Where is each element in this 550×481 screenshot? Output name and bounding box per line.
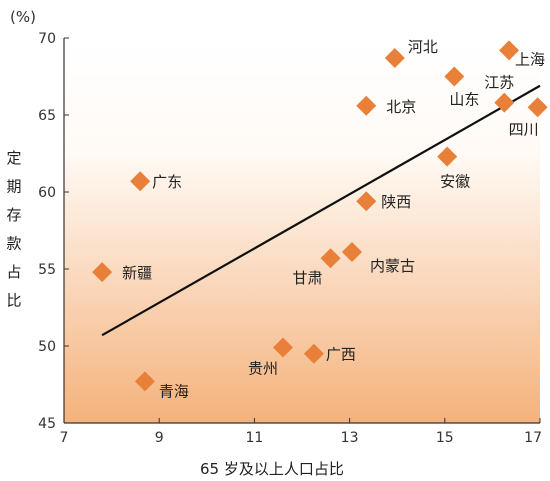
data-point-label: 江苏 [484,74,514,92]
data-point [494,92,515,113]
y-tick-label: 70 [38,31,56,47]
data-point-label: 陕西 [381,193,411,211]
y-tick-label: 65 [38,108,56,124]
data-point [92,262,113,283]
x-tick-label: 11 [245,430,263,446]
data-point [303,343,324,364]
y-tick-label: 50 [38,339,56,355]
data-point [437,146,458,167]
data-point [134,371,155,392]
data-point-label: 内蒙古 [370,257,415,275]
data-point [384,48,405,69]
data-point-label: 上海 [515,50,545,68]
data-point [341,242,362,263]
data-point [527,97,548,118]
x-tick-label: 9 [155,430,164,446]
data-point [499,40,520,61]
data-point-label: 安徽 [440,173,470,191]
data-point-label: 青海 [159,382,189,400]
data-point [356,95,377,116]
x-axis-label: 65 岁及以上人口占比 [200,460,344,478]
x-tick-label: 17 [524,430,542,446]
y-tick-label: 55 [38,262,56,278]
data-point-label: 河北 [408,38,438,56]
data-point [320,248,341,269]
y-tick-label: 45 [38,416,56,432]
data-point-label: 新疆 [122,264,152,282]
data-point-label: 广东 [152,173,182,191]
data-point-label: 广西 [326,346,356,364]
trend-line [101,84,541,337]
data-point-label: 山东 [449,91,479,109]
data-point-label: 贵州 [248,360,278,378]
data-point [130,171,151,192]
data-point [272,337,293,358]
x-tick-label: 7 [60,430,69,446]
y-tick-label: 60 [38,185,56,201]
x-tick-label: 13 [341,430,359,446]
data-point-label: 甘肃 [293,269,323,287]
plot-background [64,38,540,423]
data-point-label: 北京 [386,98,416,116]
data-point [444,66,465,87]
data-point-label: 四川 [509,120,539,138]
y-axis-unit: (%) [10,8,36,26]
y-axis-label: 定期存款占比 [6,149,21,310]
data-point [356,191,377,212]
x-tick-label: 15 [436,430,454,446]
